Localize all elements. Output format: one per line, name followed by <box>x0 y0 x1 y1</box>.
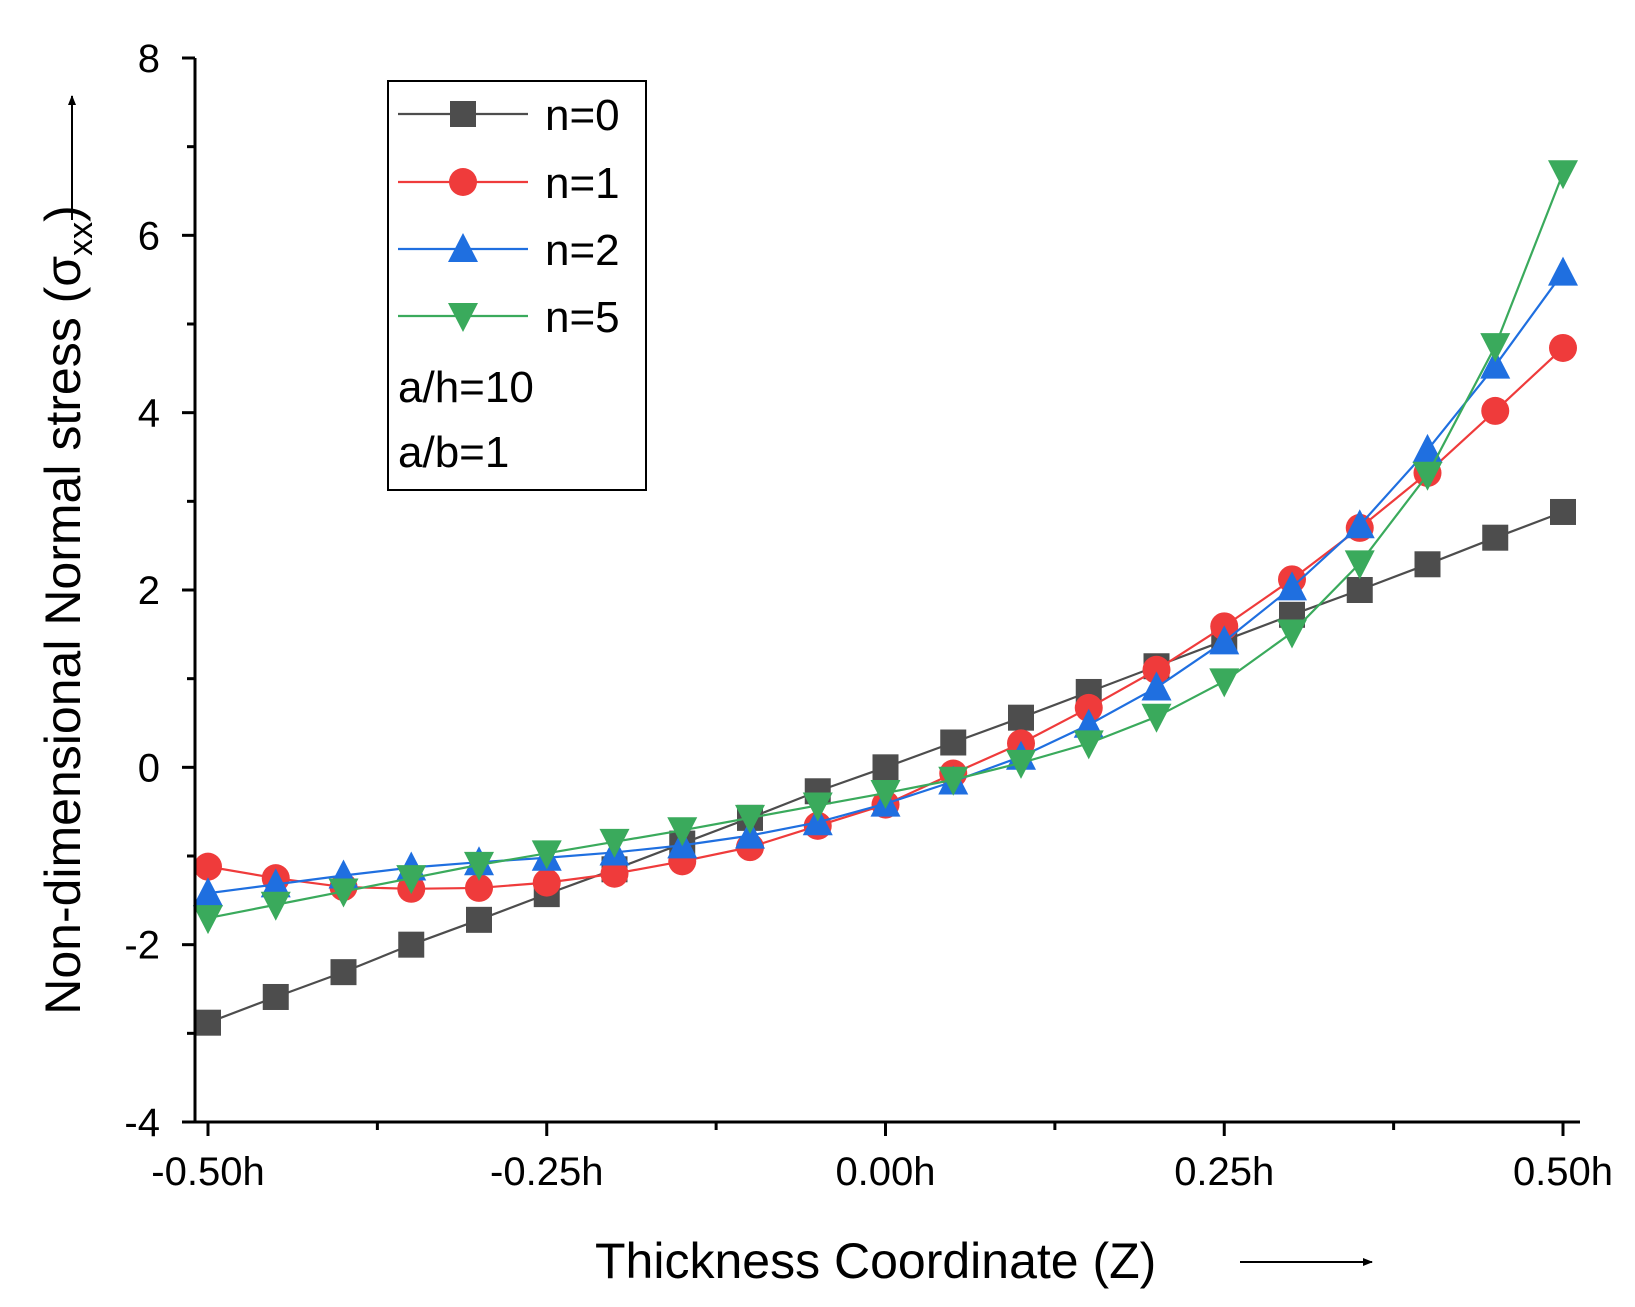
data-point <box>1548 256 1578 286</box>
data-point <box>262 983 289 1010</box>
data-point <box>1006 749 1036 779</box>
tick-layer: -4 -2 0 2 4 6 8 -0.50h -0.25h 0.00h 0.25h 0.50h <box>124 37 1613 1194</box>
y-axis-title-subscript: xx <box>62 222 100 256</box>
legend-label: n=2 <box>545 226 620 275</box>
data-point <box>938 766 969 796</box>
x-tick-label: -0.50h <box>151 1150 264 1194</box>
data-point <box>398 931 425 958</box>
data-point <box>465 873 493 902</box>
data-point <box>599 828 630 858</box>
data-point <box>193 877 223 907</box>
legend-label: n=5 <box>545 293 620 342</box>
legend-marker <box>448 233 478 262</box>
x-tick-label: 0.00h <box>835 1150 935 1194</box>
series-n=1 <box>194 333 1577 903</box>
data-point <box>735 804 765 834</box>
data-point <box>1074 693 1103 722</box>
data-point <box>1414 551 1441 578</box>
data-point <box>870 780 901 810</box>
legend-box <box>387 80 647 491</box>
data-point <box>1346 577 1373 603</box>
x-axis-title: Thickness Coordinate (Z) <box>595 1233 1156 1289</box>
data-point <box>531 840 562 870</box>
legend-entry: n=1 <box>398 159 620 208</box>
y-axis-title-main: Non-dimensional Normal stress (σ <box>35 256 91 1015</box>
data-point <box>1480 349 1511 379</box>
series-n=0 <box>195 498 1576 1036</box>
data-point <box>330 959 357 986</box>
data-point <box>1412 461 1443 491</box>
data-point <box>194 852 222 881</box>
annotation-aspect-ratio: a/b=1 <box>398 428 509 477</box>
data-point <box>1549 333 1577 362</box>
data-point <box>396 865 427 895</box>
legend: n=0 n=1 n=2 n=5 a/h=10 a/b=1 <box>387 80 647 491</box>
data-point <box>193 905 223 935</box>
series-n=5 <box>193 160 1578 935</box>
y-tick-label: 0 <box>138 746 160 790</box>
data-point <box>1142 655 1171 684</box>
x-tick-label: 0.25h <box>1174 1150 1274 1194</box>
legend-entry: n=2 <box>398 226 620 275</box>
data-point <box>1141 671 1172 701</box>
y-tick-label: 2 <box>138 569 160 613</box>
data-point <box>1209 668 1240 698</box>
data-point <box>1550 498 1576 525</box>
legend-marker <box>449 168 477 196</box>
data-point <box>802 792 833 822</box>
y-tick-label: -4 <box>124 1101 160 1145</box>
data-point <box>328 878 359 908</box>
data-point <box>260 891 291 921</box>
data-point <box>1008 704 1034 731</box>
data-point <box>532 868 561 897</box>
data-point <box>466 906 492 933</box>
y-tick-label: 8 <box>138 37 160 81</box>
data-point <box>1277 619 1307 649</box>
legend-entry: n=5 <box>398 293 620 342</box>
data-point <box>735 819 765 849</box>
data-point <box>1344 509 1375 539</box>
data-point <box>260 868 291 898</box>
x-tick-label: -0.25h <box>490 1150 603 1194</box>
y-axis-title: Non-dimensional Normal stress (σxx) <box>35 205 100 1015</box>
data-point <box>667 817 698 847</box>
data-point <box>940 729 967 756</box>
legend-entries: n=0 n=1 n=2 n=5 <box>398 91 620 342</box>
data-point <box>600 859 629 888</box>
annotation-aspect-thickness: a/h=10 <box>398 363 534 412</box>
data-point <box>1412 433 1443 463</box>
data-point <box>1480 333 1511 363</box>
data-point <box>1481 396 1510 425</box>
y-tick-label: 4 <box>138 392 160 436</box>
data-point <box>1344 550 1375 580</box>
y-tick-label: -2 <box>124 924 160 968</box>
data-point <box>1482 524 1509 551</box>
legend-entry: n=0 <box>398 91 620 140</box>
data-point <box>872 754 899 781</box>
data-point <box>1073 730 1104 760</box>
data-point <box>1277 571 1307 601</box>
data-point <box>1141 703 1172 733</box>
data-point <box>464 851 494 881</box>
legend-marker <box>450 101 476 127</box>
x-tick-label: 0.50h <box>1513 1150 1613 1194</box>
y-tick-label: 6 <box>138 214 160 258</box>
series-layer <box>193 160 1578 1036</box>
data-point <box>195 1009 221 1036</box>
legend-label: n=0 <box>545 91 620 140</box>
y-axis-title-close: ) <box>35 205 91 222</box>
data-point <box>1209 625 1240 655</box>
legend-label: n=1 <box>545 159 620 208</box>
legend-marker <box>448 303 478 332</box>
data-point <box>1548 160 1578 190</box>
